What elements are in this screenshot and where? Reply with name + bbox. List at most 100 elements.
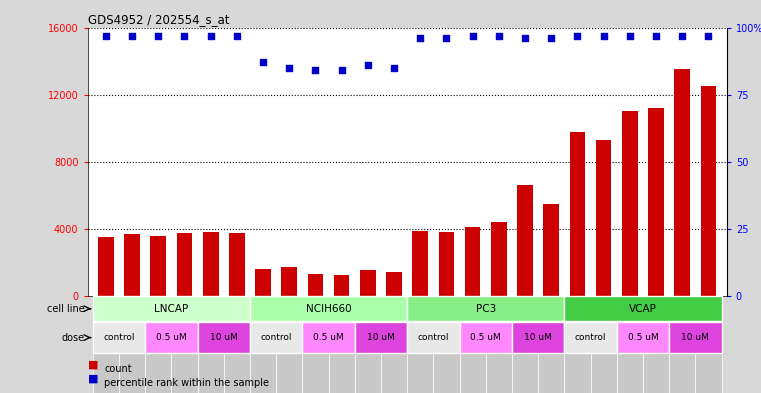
Bar — [491, 222, 507, 296]
Text: control: control — [260, 333, 292, 342]
Bar — [124, 234, 140, 296]
Text: ■: ■ — [88, 360, 98, 369]
Bar — [177, 233, 193, 296]
Text: percentile rank within the sample: percentile rank within the sample — [104, 378, 269, 388]
Bar — [224, 296, 250, 393]
Point — [336, 67, 348, 73]
Point — [624, 32, 636, 39]
Bar — [355, 322, 407, 353]
Text: 0.5 uM: 0.5 uM — [156, 333, 186, 342]
Bar — [250, 296, 276, 393]
Bar — [407, 296, 565, 321]
Point — [519, 35, 531, 41]
Point — [545, 35, 557, 41]
Text: count: count — [104, 364, 132, 374]
Bar — [250, 322, 302, 353]
Bar — [407, 322, 460, 353]
Text: 10 uM: 10 uM — [681, 333, 709, 342]
Bar — [669, 322, 721, 353]
Bar — [202, 232, 218, 296]
Bar — [386, 272, 402, 296]
Point — [702, 32, 715, 39]
Point — [178, 32, 190, 39]
Bar — [565, 322, 616, 353]
Point — [231, 32, 243, 39]
Point — [310, 67, 322, 73]
Text: cell line: cell line — [46, 304, 84, 314]
Bar — [622, 111, 638, 296]
Point — [361, 62, 374, 68]
Point — [414, 35, 426, 41]
Text: dose: dose — [61, 332, 84, 343]
Bar — [93, 322, 145, 353]
Text: 10 uM: 10 uM — [210, 333, 237, 342]
Point — [126, 32, 139, 39]
Point — [572, 32, 584, 39]
Text: LNCAP: LNCAP — [154, 304, 189, 314]
Point — [597, 32, 610, 39]
Text: control: control — [575, 333, 607, 342]
Bar — [569, 132, 585, 296]
Text: PC3: PC3 — [476, 304, 496, 314]
Text: 0.5 uM: 0.5 uM — [470, 333, 501, 342]
Bar — [565, 296, 591, 393]
Text: 10 uM: 10 uM — [367, 333, 395, 342]
Text: 0.5 uM: 0.5 uM — [628, 333, 658, 342]
Bar — [329, 296, 355, 393]
Bar — [119, 296, 145, 393]
Bar — [355, 296, 381, 393]
Bar — [151, 236, 166, 296]
Text: 0.5 uM: 0.5 uM — [314, 333, 344, 342]
Bar — [334, 275, 349, 296]
Bar — [591, 296, 616, 393]
Bar — [674, 70, 690, 296]
Bar — [412, 231, 428, 296]
Point — [441, 35, 453, 41]
Point — [100, 32, 112, 39]
Bar — [512, 322, 565, 353]
Bar — [460, 296, 486, 393]
Bar — [98, 237, 113, 296]
Text: ■: ■ — [88, 373, 98, 383]
Bar — [486, 296, 512, 393]
Bar — [276, 296, 302, 393]
Text: control: control — [418, 333, 449, 342]
Bar — [229, 233, 245, 296]
Bar — [696, 296, 721, 393]
Bar — [512, 296, 538, 393]
Bar — [616, 322, 669, 353]
Bar — [145, 296, 171, 393]
Point — [466, 32, 479, 39]
Bar — [282, 266, 297, 296]
Bar — [543, 204, 559, 296]
Bar — [433, 296, 460, 393]
Bar — [255, 269, 271, 296]
Bar — [93, 296, 119, 393]
Bar — [565, 296, 721, 321]
Bar — [145, 322, 198, 353]
Point — [492, 32, 505, 39]
Bar — [360, 270, 376, 296]
Bar — [93, 296, 250, 321]
Bar — [438, 232, 454, 296]
Bar — [465, 227, 480, 296]
Text: GDS4952 / 202554_s_at: GDS4952 / 202554_s_at — [88, 13, 229, 26]
Text: VCAP: VCAP — [629, 304, 657, 314]
Bar — [381, 296, 407, 393]
Point — [257, 59, 269, 66]
Point — [205, 32, 217, 39]
Bar — [307, 274, 323, 296]
Point — [676, 32, 688, 39]
Bar — [171, 296, 198, 393]
Point — [283, 64, 295, 71]
Text: control: control — [103, 333, 135, 342]
Bar — [460, 322, 512, 353]
Text: 10 uM: 10 uM — [524, 333, 552, 342]
Bar — [302, 296, 329, 393]
Bar — [669, 296, 696, 393]
Bar — [643, 296, 669, 393]
Bar — [198, 322, 250, 353]
Bar — [701, 86, 716, 296]
Bar — [198, 296, 224, 393]
Bar — [616, 296, 643, 393]
